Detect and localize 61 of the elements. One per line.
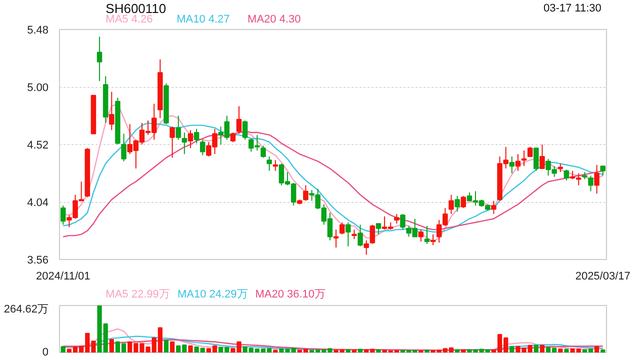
candlestick <box>424 225 430 244</box>
y-tick-label: 4.04 <box>27 197 49 209</box>
y-tick-label: 3.56 <box>27 254 49 266</box>
candlestick <box>230 132 236 143</box>
candlestick <box>339 222 345 235</box>
candlestick <box>418 229 424 242</box>
candlestick <box>121 133 126 162</box>
candlestick <box>400 213 406 230</box>
candlestick <box>454 196 460 212</box>
text: MA10 24.29万 <box>177 288 248 300</box>
candlestick <box>60 205 66 226</box>
candlestick <box>346 222 351 247</box>
candlestick <box>521 150 527 167</box>
candlestick <box>188 130 194 149</box>
candlestick <box>527 146 533 157</box>
candlestick <box>394 213 400 224</box>
candlestick <box>96 36 102 82</box>
candlestick <box>430 234 436 246</box>
x-tick-label: 2025/03/17 <box>575 270 630 282</box>
text: 03-17 11:30 <box>543 2 602 14</box>
y-tick-label: 264.62万 <box>4 304 49 316</box>
candlestick <box>303 184 308 202</box>
candlestick <box>176 115 181 140</box>
candlestick <box>448 194 454 214</box>
candlestick <box>491 200 496 214</box>
candlestick <box>242 120 248 140</box>
candlestick <box>509 156 515 174</box>
text: MA5 4.26 <box>106 14 153 26</box>
candlestick <box>352 229 357 240</box>
candlestick <box>370 224 376 244</box>
text: MA10 4.27 <box>176 14 230 26</box>
candlestick <box>236 106 242 134</box>
chart-title: SH600110 <box>106 1 166 16</box>
candlestick <box>564 169 570 181</box>
candlestick <box>200 139 206 156</box>
y-tick-label: 0 <box>42 346 49 358</box>
candlestick <box>515 154 521 172</box>
x-tick-label: 2024/11/01 <box>36 270 90 282</box>
candlestick <box>182 132 188 155</box>
y-tick-label: 4.52 <box>27 140 49 152</box>
candlestick <box>109 91 114 131</box>
text: MA5 22.99万 <box>106 288 170 300</box>
candlestick <box>540 144 545 169</box>
candlestick <box>364 240 369 256</box>
candlestick <box>376 223 382 235</box>
candlestick <box>260 145 266 158</box>
candlestick <box>333 229 339 248</box>
candlestick <box>272 160 278 172</box>
candlestick <box>588 175 594 192</box>
y-tick-label: 5.00 <box>27 82 49 94</box>
y-tick-label: 5.48 <box>27 24 49 36</box>
candlestick <box>170 126 175 158</box>
candlestick <box>358 224 363 247</box>
candlestick <box>194 128 200 144</box>
candlestick <box>460 196 466 208</box>
candlestick <box>594 164 600 194</box>
candlestick <box>534 148 539 172</box>
text: MA20 36.10万 <box>255 288 326 300</box>
candlestick <box>266 156 272 172</box>
candlestick <box>600 166 606 176</box>
text: MA20 4.30 <box>248 14 301 26</box>
